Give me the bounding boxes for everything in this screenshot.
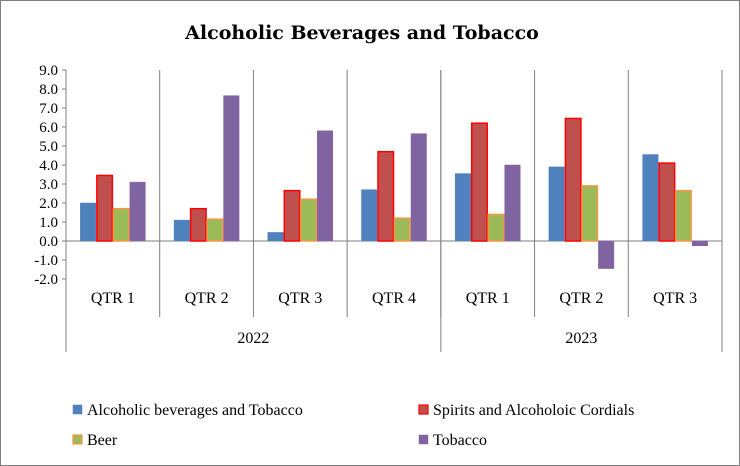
legend-label: Spirits and Alcoholoic Cordials [433, 402, 634, 419]
bar-2-0 [112, 207, 130, 242]
category-labels: 2022 2023 QTR 1 QTR 2 QTR 3 QTR 4 QTR 1 QTR 2 QT… [91, 290, 697, 347]
bar-0-1 [173, 219, 190, 242]
category-label: QTR 1 [91, 290, 135, 307]
legend-swatch [72, 434, 83, 445]
legend-swatch [418, 434, 429, 445]
bar-1-1 [189, 207, 207, 242]
y-tick-label: 8.0 [39, 82, 58, 98]
y-tick-label: 4.0 [39, 158, 58, 174]
category-label: QTR 4 [372, 290, 416, 307]
bar-2-1 [206, 218, 224, 242]
bar-3-2 [317, 130, 334, 242]
bar-0-3 [361, 189, 378, 242]
legend: Alcoholic beverages and Tobacco Spirits a… [72, 402, 634, 449]
y-tick-label: 2.0 [39, 196, 58, 212]
bar-1-2 [283, 189, 301, 242]
bar-1-0 [96, 174, 114, 242]
y-tick-label: -1.0 [34, 253, 58, 269]
bars [80, 95, 708, 269]
legend-label: Alcoholic beverages and Tobacco [87, 402, 303, 419]
y-tick-label: 7.0 [39, 101, 58, 117]
bar-3-1 [223, 95, 240, 242]
bar-0-6 [642, 154, 659, 242]
y-tick-label: 5.0 [39, 139, 58, 155]
category-label: QTR 1 [466, 290, 510, 307]
bar-0-2 [267, 232, 284, 242]
legend-label: Tobacco [433, 432, 487, 449]
category-label: QTR 3 [278, 290, 322, 307]
bar-3-0 [129, 181, 146, 242]
bar-3-6 [691, 240, 708, 246]
bar-0-0 [80, 202, 97, 242]
bar-1-4 [470, 122, 488, 242]
y-tick-label: -2.0 [34, 272, 58, 288]
bar-1-6 [658, 162, 676, 242]
category-label: QTR 3 [653, 290, 697, 307]
bar-3-5 [598, 240, 615, 269]
category-label: QTR 2 [185, 290, 229, 307]
bar-2-3 [393, 217, 411, 242]
y-tick-label: 9.0 [39, 63, 58, 79]
category-label: QTR 2 [559, 290, 603, 307]
bar-2-6 [674, 189, 692, 242]
bar-0-4 [454, 173, 471, 242]
bar-3-4 [504, 164, 521, 242]
legend-label: Beer [87, 432, 118, 449]
y-tick-label: 6.0 [39, 120, 58, 136]
legend-swatch [418, 404, 429, 415]
y-tick-label: 0.0 [39, 234, 58, 250]
y-tick-label: 3.0 [39, 177, 58, 193]
bar-2-2 [300, 198, 318, 242]
bar-3-3 [410, 133, 427, 242]
group-label: 2023 [565, 330, 597, 347]
bar-1-5 [564, 117, 582, 242]
bar-2-4 [487, 213, 505, 242]
bar-2-5 [581, 185, 599, 242]
y-tick-label: 1.0 [39, 215, 58, 231]
group-label: 2022 [237, 330, 269, 347]
chart-title: Alcoholic Beverages and Tobacco [184, 22, 539, 44]
bar-0-5 [548, 166, 565, 242]
bar-1-3 [377, 150, 395, 242]
legend-swatch [72, 404, 83, 415]
